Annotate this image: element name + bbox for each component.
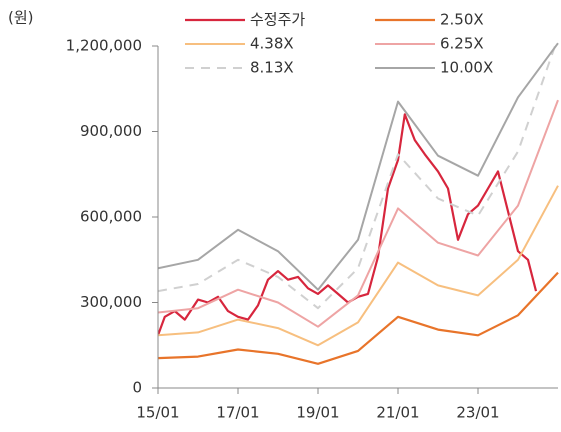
legend-label: 수정주가	[250, 11, 305, 29]
series-line	[158, 185, 559, 347]
y-tick-label: 300,000	[80, 293, 142, 311]
y-tick-label: 1,200,000	[66, 37, 142, 55]
x-tick-label: 17/01	[216, 404, 259, 422]
series-line	[158, 99, 559, 328]
series-line	[158, 42, 559, 291]
y-axis-label: (원)	[8, 9, 34, 27]
x-tick-label: 21/01	[376, 404, 419, 422]
x-tick-label: 19/01	[296, 404, 339, 422]
plot-area	[158, 40, 559, 365]
series-line	[158, 40, 559, 310]
y-tick-label: 600,000	[80, 208, 142, 226]
x-tick-label: 23/01	[456, 404, 499, 422]
y-tick-label: 900,000	[80, 122, 142, 140]
legend-label: 2.50X	[440, 11, 484, 29]
legend-label: 8.13X	[250, 59, 294, 77]
series-line	[158, 113, 538, 336]
legend-label: 10.00X	[440, 59, 493, 77]
legend-label: 4.38X	[250, 35, 294, 53]
legend-label: 6.25X	[440, 35, 484, 53]
x-tick-label: 15/01	[136, 404, 179, 422]
series-line	[158, 271, 559, 365]
y-tick-label: 0	[132, 379, 142, 397]
